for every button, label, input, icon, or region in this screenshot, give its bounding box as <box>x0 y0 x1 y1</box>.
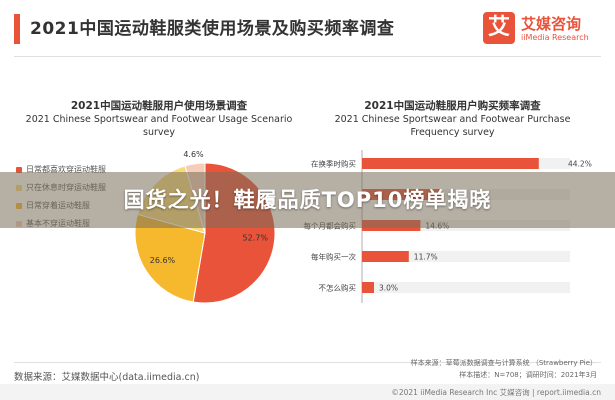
bar-chart-title: 2021中国运动鞋服用户购买频率调查 2021 Chinese Sportswe… <box>305 100 600 139</box>
pie-title-en-line1: 2021 Chinese Sportswear and Footwear Usa… <box>25 114 293 125</box>
logo-icon: 艾 <box>483 12 515 44</box>
data-source: 数据来源：艾媒数据中心(data.iimedia.cn) <box>14 372 200 383</box>
iimedia-logo[interactable]: 艾 艾媒咨询 iiMedia Research <box>483 12 603 48</box>
legend-label: 日常都喜欢穿运动鞋服 <box>26 165 106 174</box>
bar-category-label: 每年购买一次 <box>311 252 356 262</box>
pie-title-en-line2: survey <box>143 127 175 138</box>
bar-title-en-line2: Frequency survey <box>410 127 495 138</box>
pie-chart-title: 2021中国运动鞋服用户使用场景调查 2021 Chinese Sportswe… <box>14 100 304 139</box>
headline-banner[interactable]: 国货之光！鞋履品质TOP10榜单揭晓 <box>0 172 615 228</box>
footer-divider <box>14 362 601 363</box>
sample-description-note: 样本描述：N=708；调研时间：2021年3月 <box>459 371 597 379</box>
pie-title-cn: 2021中国运动鞋服用户使用场景调查 <box>70 100 248 112</box>
pie-slice-label: 26.6% <box>150 256 176 265</box>
legend-swatch <box>16 167 22 173</box>
bar-category-label: 不怎么购买 <box>319 283 357 293</box>
copyright-text[interactable]: ©2021 iiMedia Research Inc 艾媒咨询 | report… <box>391 388 601 397</box>
bar-value-label: 44.2% <box>568 160 592 169</box>
bar <box>362 158 539 169</box>
bar-value-label: 3.0% <box>379 284 398 293</box>
legend-item: 日常都喜欢穿运动鞋服 <box>16 164 128 176</box>
logo-name-en: iiMedia Research <box>521 33 589 42</box>
bar-category-label: 在换季时购买 <box>311 159 356 169</box>
banner-headline[interactable]: 国货之光！鞋履品质TOP10榜单揭晓 <box>123 188 492 212</box>
pie-slice-label: 4.6% <box>183 150 204 159</box>
bar-title-en-line1: 2021 Chinese Sportswear and Footwear Pur… <box>334 114 571 125</box>
bar-track <box>362 282 570 293</box>
footer-strip: ©2021 iiMedia Research Inc 艾媒咨询 | report… <box>0 384 615 400</box>
bar-track <box>362 251 570 262</box>
bar-title-cn: 2021中国运动鞋服用户购买频率调查 <box>364 100 541 112</box>
pie-slice-label: 52.7% <box>243 233 269 242</box>
sample-source-note: 样本来源：草莓派数据调查与计算系统 （Strawberry Pie） <box>410 359 597 367</box>
bar <box>362 251 409 262</box>
bar <box>362 282 374 293</box>
header-divider <box>14 56 601 57</box>
title-accent-bar <box>14 14 20 44</box>
page-title: 2021中国运动鞋服类使用场景及购买频率调查 <box>30 19 395 39</box>
logo-name-cn: 艾媒咨询 <box>521 15 582 33</box>
bar-value-label: 11.7% <box>414 253 438 262</box>
